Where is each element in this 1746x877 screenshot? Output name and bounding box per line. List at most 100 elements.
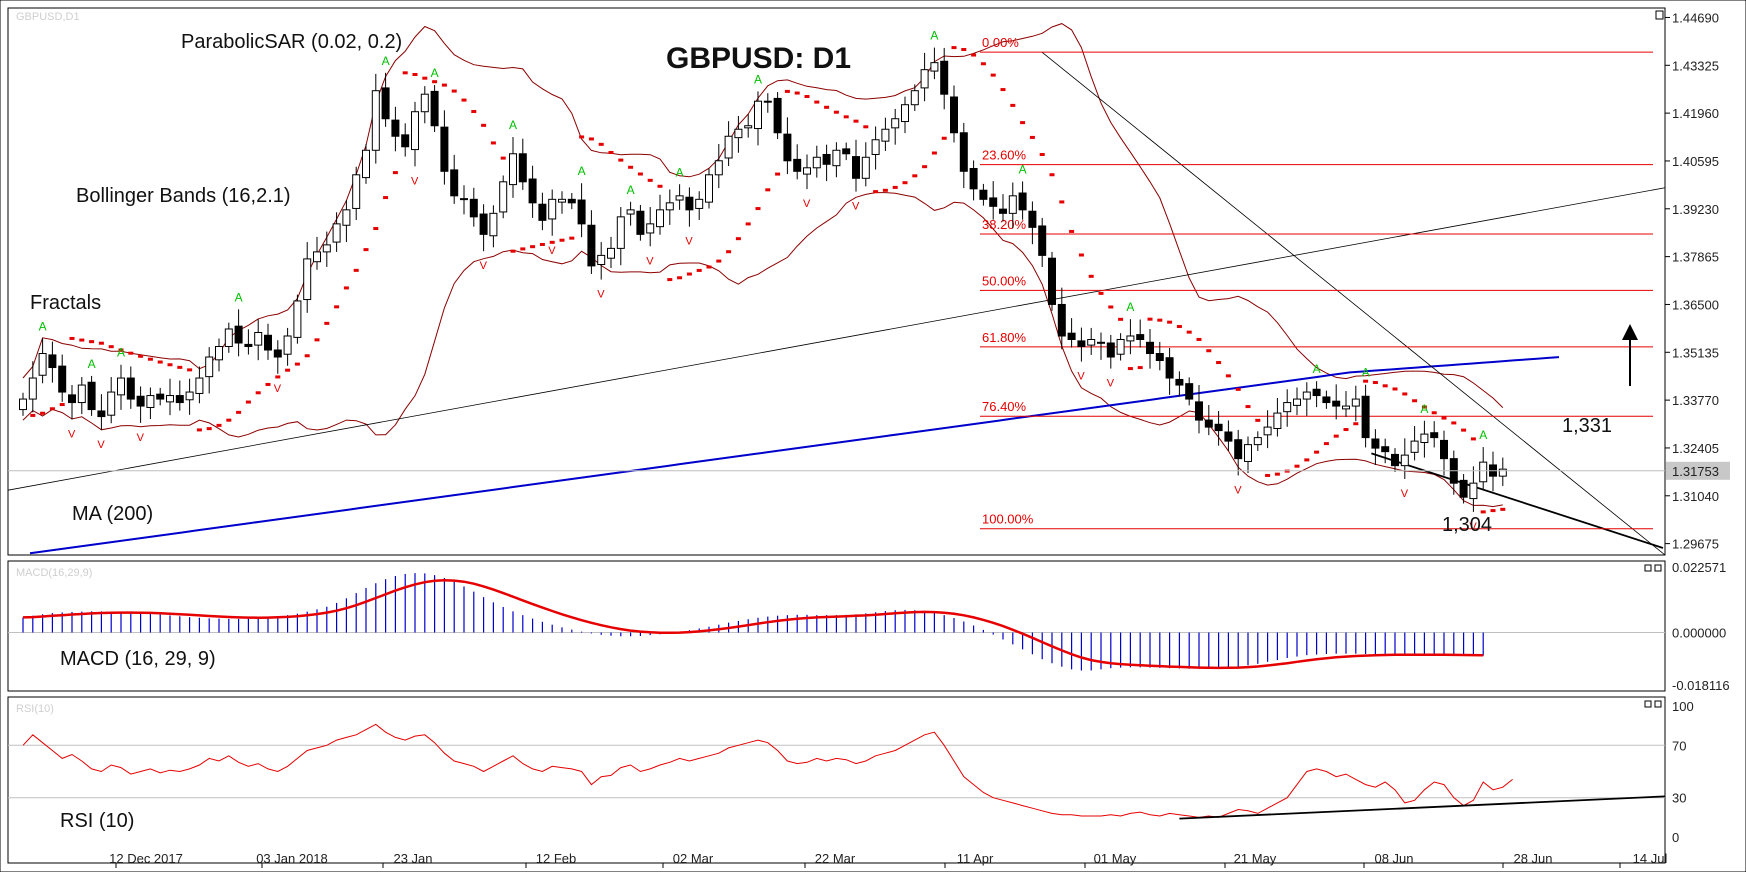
sar-dot (1412, 399, 1418, 403)
date-axis-label: 28 Jun (1513, 851, 1552, 866)
candle-body (920, 69, 929, 89)
candle-body (195, 377, 204, 394)
sar-dot (794, 91, 800, 95)
sar-dot (1000, 88, 1006, 92)
fractal-down-marker: V (597, 289, 605, 301)
sar-dot (1382, 384, 1388, 388)
sar-dot (1372, 381, 1378, 385)
fib-level-label: 100.00% (982, 512, 1034, 527)
macd-axis-label: 0.022571 (1672, 560, 1726, 575)
sar-dot (226, 418, 232, 422)
date-axis-label: 02 Mar (673, 851, 714, 866)
label-ma-200: MA (200) (72, 503, 153, 525)
candle-body (156, 393, 165, 400)
sar-dot (1314, 450, 1320, 454)
date-axis-label: 01 May (1094, 851, 1137, 866)
candle-body (587, 224, 596, 267)
price-axis-label: 1.41960 (1672, 106, 1719, 121)
sar-dot (775, 172, 781, 176)
candle-body (763, 100, 772, 103)
sar-dot (1186, 330, 1192, 334)
macd-axis-label: -0.018116 (1672, 678, 1730, 693)
fractal-down-marker: V (685, 236, 693, 248)
candle-body (342, 209, 351, 226)
candle-body (391, 119, 400, 137)
sar-dot (255, 391, 261, 395)
rsi-close-icon (1654, 700, 1662, 708)
sar-dot (931, 151, 937, 155)
sar-dot (1470, 437, 1476, 441)
candle-body (479, 213, 488, 235)
rsi-axis-label: 0 (1672, 830, 1679, 845)
candle-body (1293, 398, 1301, 406)
rsi-line (22, 723, 1513, 818)
sar-dot (569, 236, 575, 240)
candle-body (1371, 438, 1380, 449)
sar-dot (804, 95, 810, 99)
fractal-down-marker: V (1077, 371, 1085, 383)
candle-body (87, 381, 96, 411)
candle-body (1106, 342, 1115, 358)
sar-dot (1176, 325, 1182, 329)
sar-dot (334, 305, 340, 309)
candle-body (783, 133, 792, 162)
candle-body (842, 148, 851, 155)
sar-dot (1353, 422, 1359, 426)
sar-dot (520, 247, 526, 251)
candle-body (509, 153, 517, 186)
sar-dot (1274, 472, 1280, 476)
candle-body (489, 212, 498, 237)
sar-dot (1118, 317, 1124, 321)
candle-body (1214, 423, 1223, 432)
candle-body (371, 90, 380, 151)
candle-body (567, 198, 576, 204)
sar-dot (108, 345, 114, 349)
candle-body (754, 100, 762, 130)
sar-dot (167, 363, 173, 367)
candle-body (1361, 395, 1370, 439)
candle-body (77, 384, 86, 404)
sar-dot (755, 207, 761, 211)
candle-body (420, 93, 429, 113)
sar-dot (1441, 416, 1447, 420)
candle-body (724, 135, 733, 159)
candle-body (1234, 439, 1243, 460)
candle-body (1077, 340, 1086, 348)
date-axis-label: 12 Dec 2017 (109, 851, 183, 866)
sar-dot (1196, 337, 1202, 341)
sar-dot (1147, 317, 1153, 321)
sar-dot (412, 73, 418, 77)
date-axis-label: 22 Mar (815, 851, 856, 866)
sar-dot (138, 354, 144, 358)
candle-body (1126, 335, 1135, 342)
candle-body (1195, 401, 1203, 421)
sar-dot (1392, 387, 1398, 391)
candle-body (812, 156, 821, 169)
candle-body (1440, 439, 1448, 460)
sar-dot (1108, 305, 1114, 309)
macd-close-icon (1654, 564, 1662, 572)
candle-body (215, 346, 223, 361)
candle-body (1312, 388, 1321, 397)
sar-dot (1088, 274, 1094, 278)
candle-body (773, 97, 782, 134)
candle-body (1204, 419, 1213, 428)
sar-dot (1167, 320, 1173, 324)
candle-body (1097, 341, 1105, 344)
sar-dot (637, 172, 643, 176)
sar-dot (765, 188, 771, 192)
candle-body (597, 254, 606, 266)
sar-dot (304, 354, 310, 358)
candle-body (205, 356, 214, 378)
candle-body (146, 395, 155, 408)
candle-body (303, 258, 312, 301)
candle-body (852, 156, 860, 179)
sar-dot (128, 351, 134, 355)
support-trendline (1371, 452, 1664, 549)
date-axis-label: 14 Jul (1633, 851, 1668, 866)
sar-dot (1421, 405, 1427, 409)
sar-dot (951, 46, 957, 50)
bollinger-lower (22, 192, 1503, 508)
macd-panel-header: MACD(16,29,9) (16, 567, 92, 579)
candle-body (910, 90, 919, 106)
